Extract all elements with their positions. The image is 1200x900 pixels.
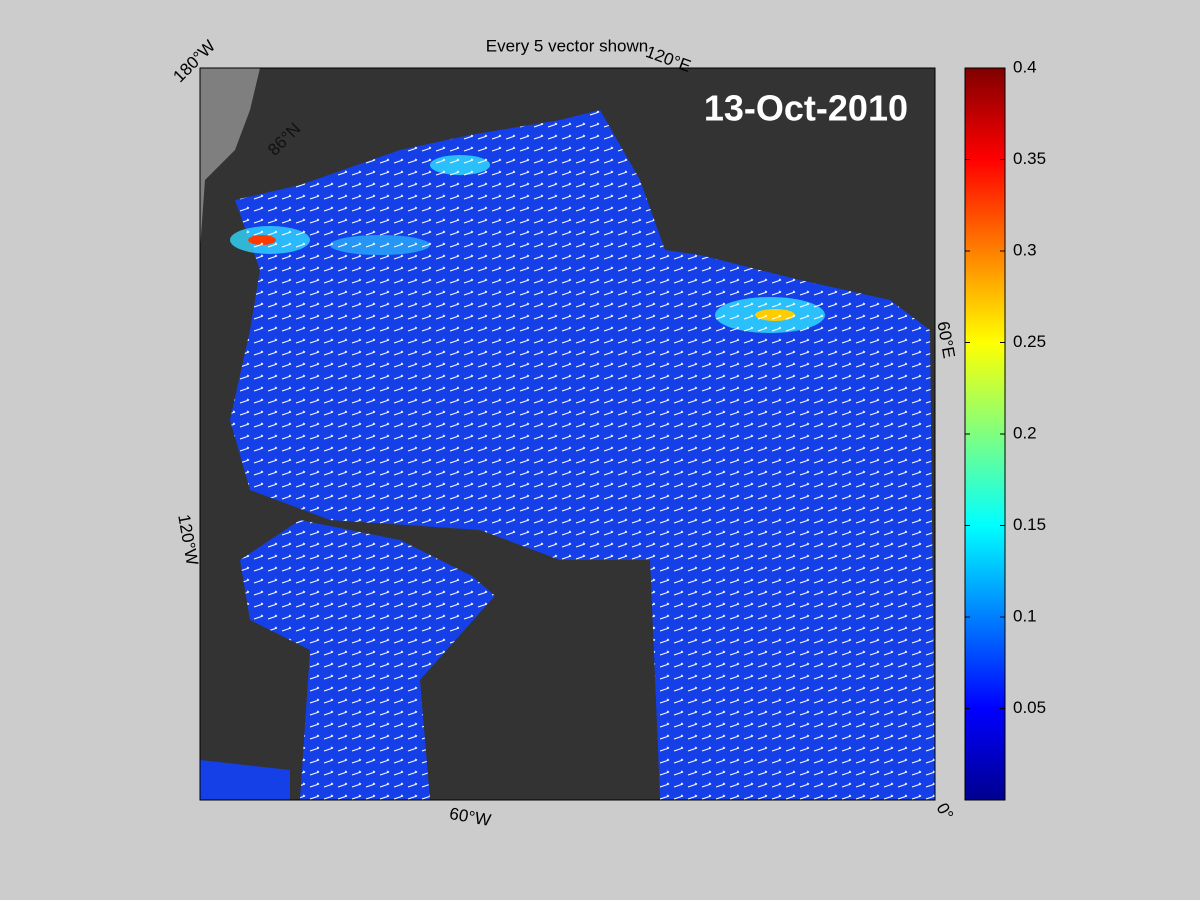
colorbar-axis: 0.05 0.1 0.15 0.2 0.25 0.3 0.35 0.4 xyxy=(965,57,1046,717)
map xyxy=(200,68,935,800)
colorbar-tick-label: 0.4 xyxy=(1013,57,1037,76)
colorbar-tick-label: 0.05 xyxy=(1013,698,1046,717)
colorbar-tick-label: 0.15 xyxy=(1013,515,1046,534)
colorbar-tick-label: 0.2 xyxy=(1013,423,1037,442)
colorbar xyxy=(964,67,1006,801)
colorbar-tick-label: 0.25 xyxy=(1013,332,1046,351)
greenland xyxy=(430,540,660,800)
map-title: Every 5 vector shown xyxy=(486,36,649,55)
colorbar-tick-label: 0.1 xyxy=(1013,606,1037,625)
ocean xyxy=(200,110,935,800)
land-gray xyxy=(200,68,260,250)
colorbar-tick-label: 0.3 xyxy=(1013,240,1037,259)
colorbar-tick-label: 0.35 xyxy=(1013,149,1046,168)
map-frame xyxy=(199,67,936,801)
date-label: 13-Oct-2010 xyxy=(704,88,908,129)
